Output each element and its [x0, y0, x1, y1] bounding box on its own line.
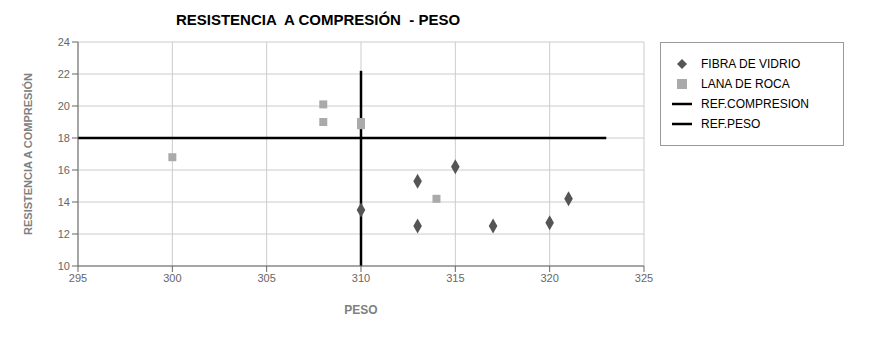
- svg-text:16: 16: [58, 164, 70, 176]
- svg-text:295: 295: [69, 272, 87, 284]
- html-text:REF.COMPRESION: REF.COMPRESION: [701, 97, 809, 111]
- svg-text:18: 18: [58, 132, 70, 144]
- svg-text:14: 14: [58, 196, 70, 208]
- html-text:LANA DE ROCA: LANA DE ROCA: [701, 77, 790, 91]
- svg-text:325: 325: [635, 272, 653, 284]
- svg-text:12: 12: [58, 228, 70, 240]
- html-text:RESISTENCIA A COMPRESIÓN - PES: RESISTENCIA A COMPRESIÓN - PESO: [175, 11, 461, 28]
- svg-text:320: 320: [540, 272, 558, 284]
- svg-text:20: 20: [58, 100, 70, 112]
- html-text:FIBRA DE VIDRIO: FIBRA DE VIDRIO: [701, 57, 801, 71]
- svg-text:RESISTENCIA A COMPRESIÓN: RESISTENCIA A COMPRESIÓN: [22, 73, 34, 235]
- svg-text:300: 300: [163, 272, 181, 284]
- svg-text:310: 310: [352, 272, 370, 284]
- svg-text:315: 315: [446, 272, 464, 284]
- svg-text:PESO: PESO: [344, 303, 377, 317]
- html-text:REF.PESO: REF.PESO: [701, 117, 761, 131]
- svg-text:24: 24: [58, 36, 70, 48]
- svg-text:10: 10: [58, 260, 70, 272]
- svg-text:305: 305: [257, 272, 275, 284]
- svg-text:22: 22: [58, 68, 70, 80]
